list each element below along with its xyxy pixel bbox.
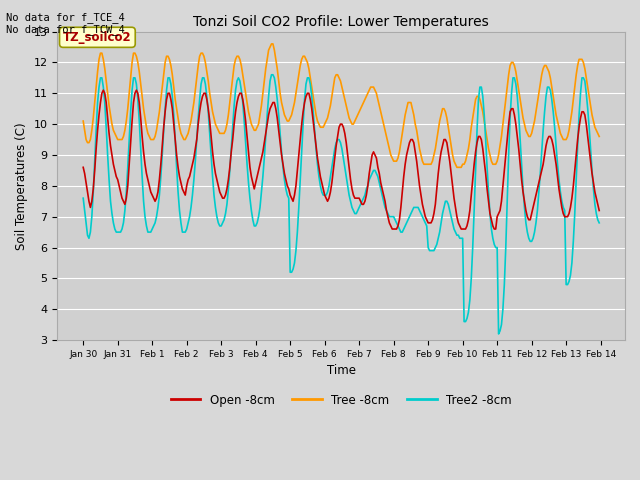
Text: TZ_soilco2: TZ_soilco2: [63, 31, 132, 44]
Legend: Open -8cm, Tree -8cm, Tree2 -8cm: Open -8cm, Tree -8cm, Tree2 -8cm: [166, 389, 516, 411]
Text: No data for f_TCE_4
No data for f_TCW_4: No data for f_TCE_4 No data for f_TCW_4: [6, 12, 125, 36]
Title: Tonzi Soil CO2 Profile: Lower Temperatures: Tonzi Soil CO2 Profile: Lower Temperatur…: [193, 15, 489, 29]
X-axis label: Time: Time: [326, 364, 356, 377]
Y-axis label: Soil Temperatures (C): Soil Temperatures (C): [15, 122, 28, 250]
